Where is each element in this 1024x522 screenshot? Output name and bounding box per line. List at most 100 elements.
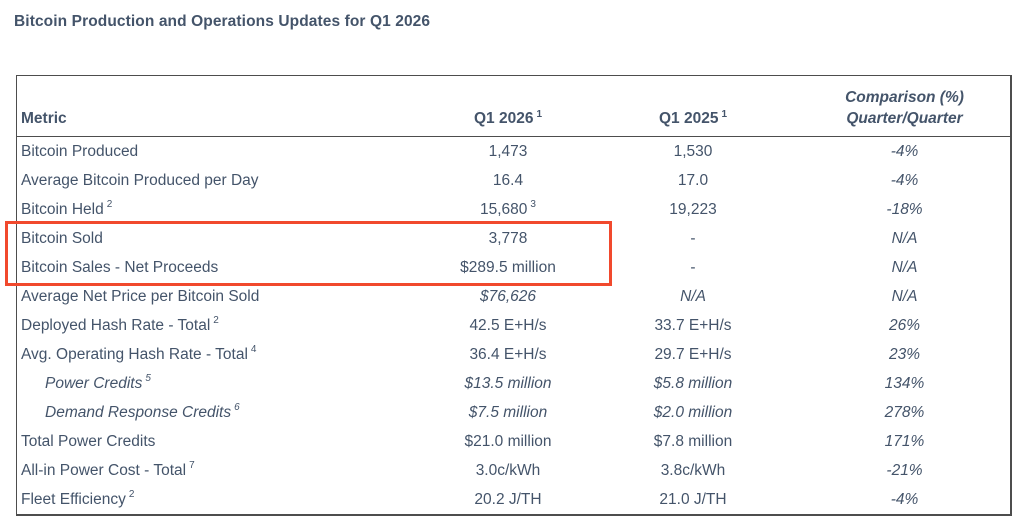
- q1-2026-cell: 15,680 3: [416, 195, 601, 224]
- table-body: Bitcoin Produced 1,473 1,530 -4% Average Bit…: [17, 137, 1011, 516]
- footnote-ref: 2: [128, 489, 135, 501]
- comparison-cell-text: -18%: [886, 200, 923, 218]
- header-q1-2026-label: Q1 2026: [473, 110, 534, 127]
- q1-2026-cell-text: 1,473: [488, 142, 528, 160]
- metric-cell-text: Avg. Operating Hash Rate - Total: [21, 345, 248, 363]
- comparison-cell: N/A: [786, 224, 1011, 253]
- metric-cell-text: Bitcoin Produced: [21, 142, 139, 160]
- table-row: Avg. Operating Hash Rate - Total 4 36.4 E+…: [17, 340, 1011, 369]
- comparison-cell: N/A: [786, 282, 1011, 311]
- comparison-cell: 171%: [786, 427, 1011, 456]
- table-row: Average Net Price per Bitcoin Sold $76,62…: [17, 282, 1011, 311]
- comparison-cell: 26%: [786, 311, 1011, 340]
- metric-cell: All-in Power Cost - Total 7: [17, 456, 416, 485]
- table-row: Power Credits 5 $13.5 million $5.8 million 1…: [17, 369, 1011, 398]
- q1-2026-cell-text: $13.5 million: [464, 374, 552, 392]
- q1-2025-cell: -: [601, 253, 786, 282]
- comparison-cell: 134%: [786, 369, 1011, 398]
- table-row: Average Bitcoin Produced per Day 16.4 17.0…: [17, 166, 1011, 195]
- comparison-cell-text: N/A: [891, 287, 918, 305]
- comparison-cell-text: 26%: [888, 316, 921, 334]
- q1-2026-cell-text: 3.0c/kWh: [475, 461, 541, 479]
- comparison-cell-text: 171%: [884, 432, 925, 450]
- q1-2025-cell: 19,223: [601, 195, 786, 224]
- q1-2025-cell-text: 19,223: [669, 200, 717, 218]
- q1-2025-cell: $5.8 million: [601, 369, 786, 398]
- page-title: Bitcoin Production and Operations Update…: [14, 13, 431, 30]
- metric-cell: Average Bitcoin Produced per Day: [17, 166, 416, 195]
- metric-cell: Deployed Hash Rate - Total 2: [17, 311, 416, 340]
- q1-2026-cell: $289.5 million: [416, 253, 601, 282]
- q1-2026-cell-text: 36.4 E+H/s: [469, 345, 547, 363]
- footnote-ref: 4: [250, 344, 257, 356]
- header-metric: Metric: [16, 75, 416, 137]
- header-metric-label: Metric: [21, 110, 67, 127]
- footnote-ref: 1: [721, 108, 728, 120]
- footnote-ref: 3: [530, 199, 536, 211]
- q1-2025-cell-text: $2.0 million: [653, 403, 733, 421]
- q1-2025-cell: 21.0 J/TH: [601, 485, 786, 515]
- q1-2026-cell: $21.0 million: [416, 427, 601, 456]
- comparison-cell: -18%: [786, 195, 1011, 224]
- table-row: Deployed Hash Rate - Total 2 42.5 E+H/s 33.…: [17, 311, 1011, 340]
- metric-cell: Bitcoin Held 2: [17, 195, 416, 224]
- footnote-ref: 7: [189, 460, 195, 472]
- metric-cell: Average Net Price per Bitcoin Sold: [17, 282, 416, 311]
- table-row: Bitcoin Produced 1,473 1,530 -4%: [17, 137, 1011, 167]
- q1-2026-cell-text: $21.0 million: [464, 432, 552, 450]
- q1-2025-cell-text: 1,530: [673, 142, 713, 160]
- header-q1-2026: Q1 2026 1: [415, 75, 601, 137]
- header-comparison-line2: Quarter/Quarter: [846, 110, 963, 127]
- table-row-highlighted: Bitcoin Sold 3,778 - N/A: [17, 224, 1011, 253]
- q1-2025-cell-text: 17.0: [677, 171, 709, 189]
- comparison-cell: -4%: [786, 166, 1011, 195]
- q1-2026-cell: $76,626: [416, 282, 601, 311]
- q1-2026-cell: 1,473: [416, 137, 601, 167]
- header-comparison-line1: Comparison (%): [845, 89, 964, 106]
- q1-2025-cell: $2.0 million: [601, 398, 786, 427]
- q1-2025-cell-text: 21.0 J/TH: [659, 490, 727, 508]
- q1-2025-cell: 17.0: [601, 166, 786, 195]
- footnote-ref: 2: [213, 315, 219, 327]
- q1-2025-cell-text: 3.8c/kWh: [660, 461, 726, 479]
- comparison-cell-text: N/A: [891, 258, 918, 276]
- q1-2026-cell: 20.2 J/TH: [416, 485, 601, 515]
- comparison-cell: -21%: [786, 456, 1011, 485]
- q1-2025-cell: $7.8 million: [601, 427, 786, 456]
- q1-2025-cell: -: [601, 224, 786, 253]
- q1-2025-cell-text: $5.8 million: [653, 374, 733, 392]
- q1-2025-cell: N/A: [601, 282, 786, 311]
- table-header: Metric Q1 2026 1 Q1 2025 1 Comparison (%) …: [16, 75, 1011, 137]
- metric-cell-text: Average Bitcoin Produced per Day: [21, 171, 259, 189]
- metric-cell: Bitcoin Sales - Net Proceeds: [17, 253, 416, 282]
- table-row: Bitcoin Held 2 15,680 3 19,223 -18%: [17, 195, 1011, 224]
- metric-cell: Power Credits 5: [17, 369, 416, 398]
- footnote-ref: 6: [234, 402, 240, 414]
- q1-2025-cell-text: -: [690, 258, 696, 276]
- table-row-highlighted: Bitcoin Sales - Net Proceeds $289.5 milli…: [17, 253, 1011, 282]
- metrics-table: Metric Q1 2026 1 Q1 2025 1 Comparison (%) …: [16, 75, 1012, 516]
- comparison-cell-text: 134%: [884, 374, 925, 392]
- comparison-cell-text: 23%: [888, 345, 921, 363]
- comparison-cell: N/A: [786, 253, 1011, 282]
- metric-cell: Avg. Operating Hash Rate - Total 4: [17, 340, 416, 369]
- metric-cell-text: Average Net Price per Bitcoin Sold: [21, 287, 260, 305]
- comparison-cell-text: -4%: [890, 171, 919, 189]
- comparison-cell: 23%: [786, 340, 1011, 369]
- q1-2026-cell-text: 20.2 J/TH: [474, 490, 542, 508]
- q1-2026-cell: 42.5 E+H/s: [416, 311, 601, 340]
- metric-cell-text: Bitcoin Sales - Net Proceeds: [21, 258, 219, 276]
- table-row: Total Power Credits $21.0 million $7.8 mil…: [17, 427, 1011, 456]
- header-row: Metric Q1 2026 1 Q1 2025 1 Comparison (%) …: [16, 75, 1011, 137]
- q1-2025-cell-text: 29.7 E+H/s: [654, 345, 732, 363]
- comparison-cell-text: -4%: [890, 142, 919, 160]
- comparison-cell: -4%: [786, 485, 1011, 515]
- metric-cell-text: Fleet Efficiency: [21, 490, 126, 508]
- metric-cell-text: Deployed Hash Rate - Total: [21, 316, 211, 334]
- metric-cell: Bitcoin Produced: [17, 137, 416, 167]
- table-row: Fleet Efficiency 2 20.2 J/TH 21.0 J/TH -4%: [17, 485, 1011, 515]
- q1-2026-cell-text: 3,778: [488, 229, 528, 247]
- metric-cell-text: Bitcoin Held: [21, 200, 104, 218]
- q1-2026-cell-text: $76,626: [479, 287, 537, 305]
- metric-cell-text: Bitcoin Sold: [21, 229, 103, 247]
